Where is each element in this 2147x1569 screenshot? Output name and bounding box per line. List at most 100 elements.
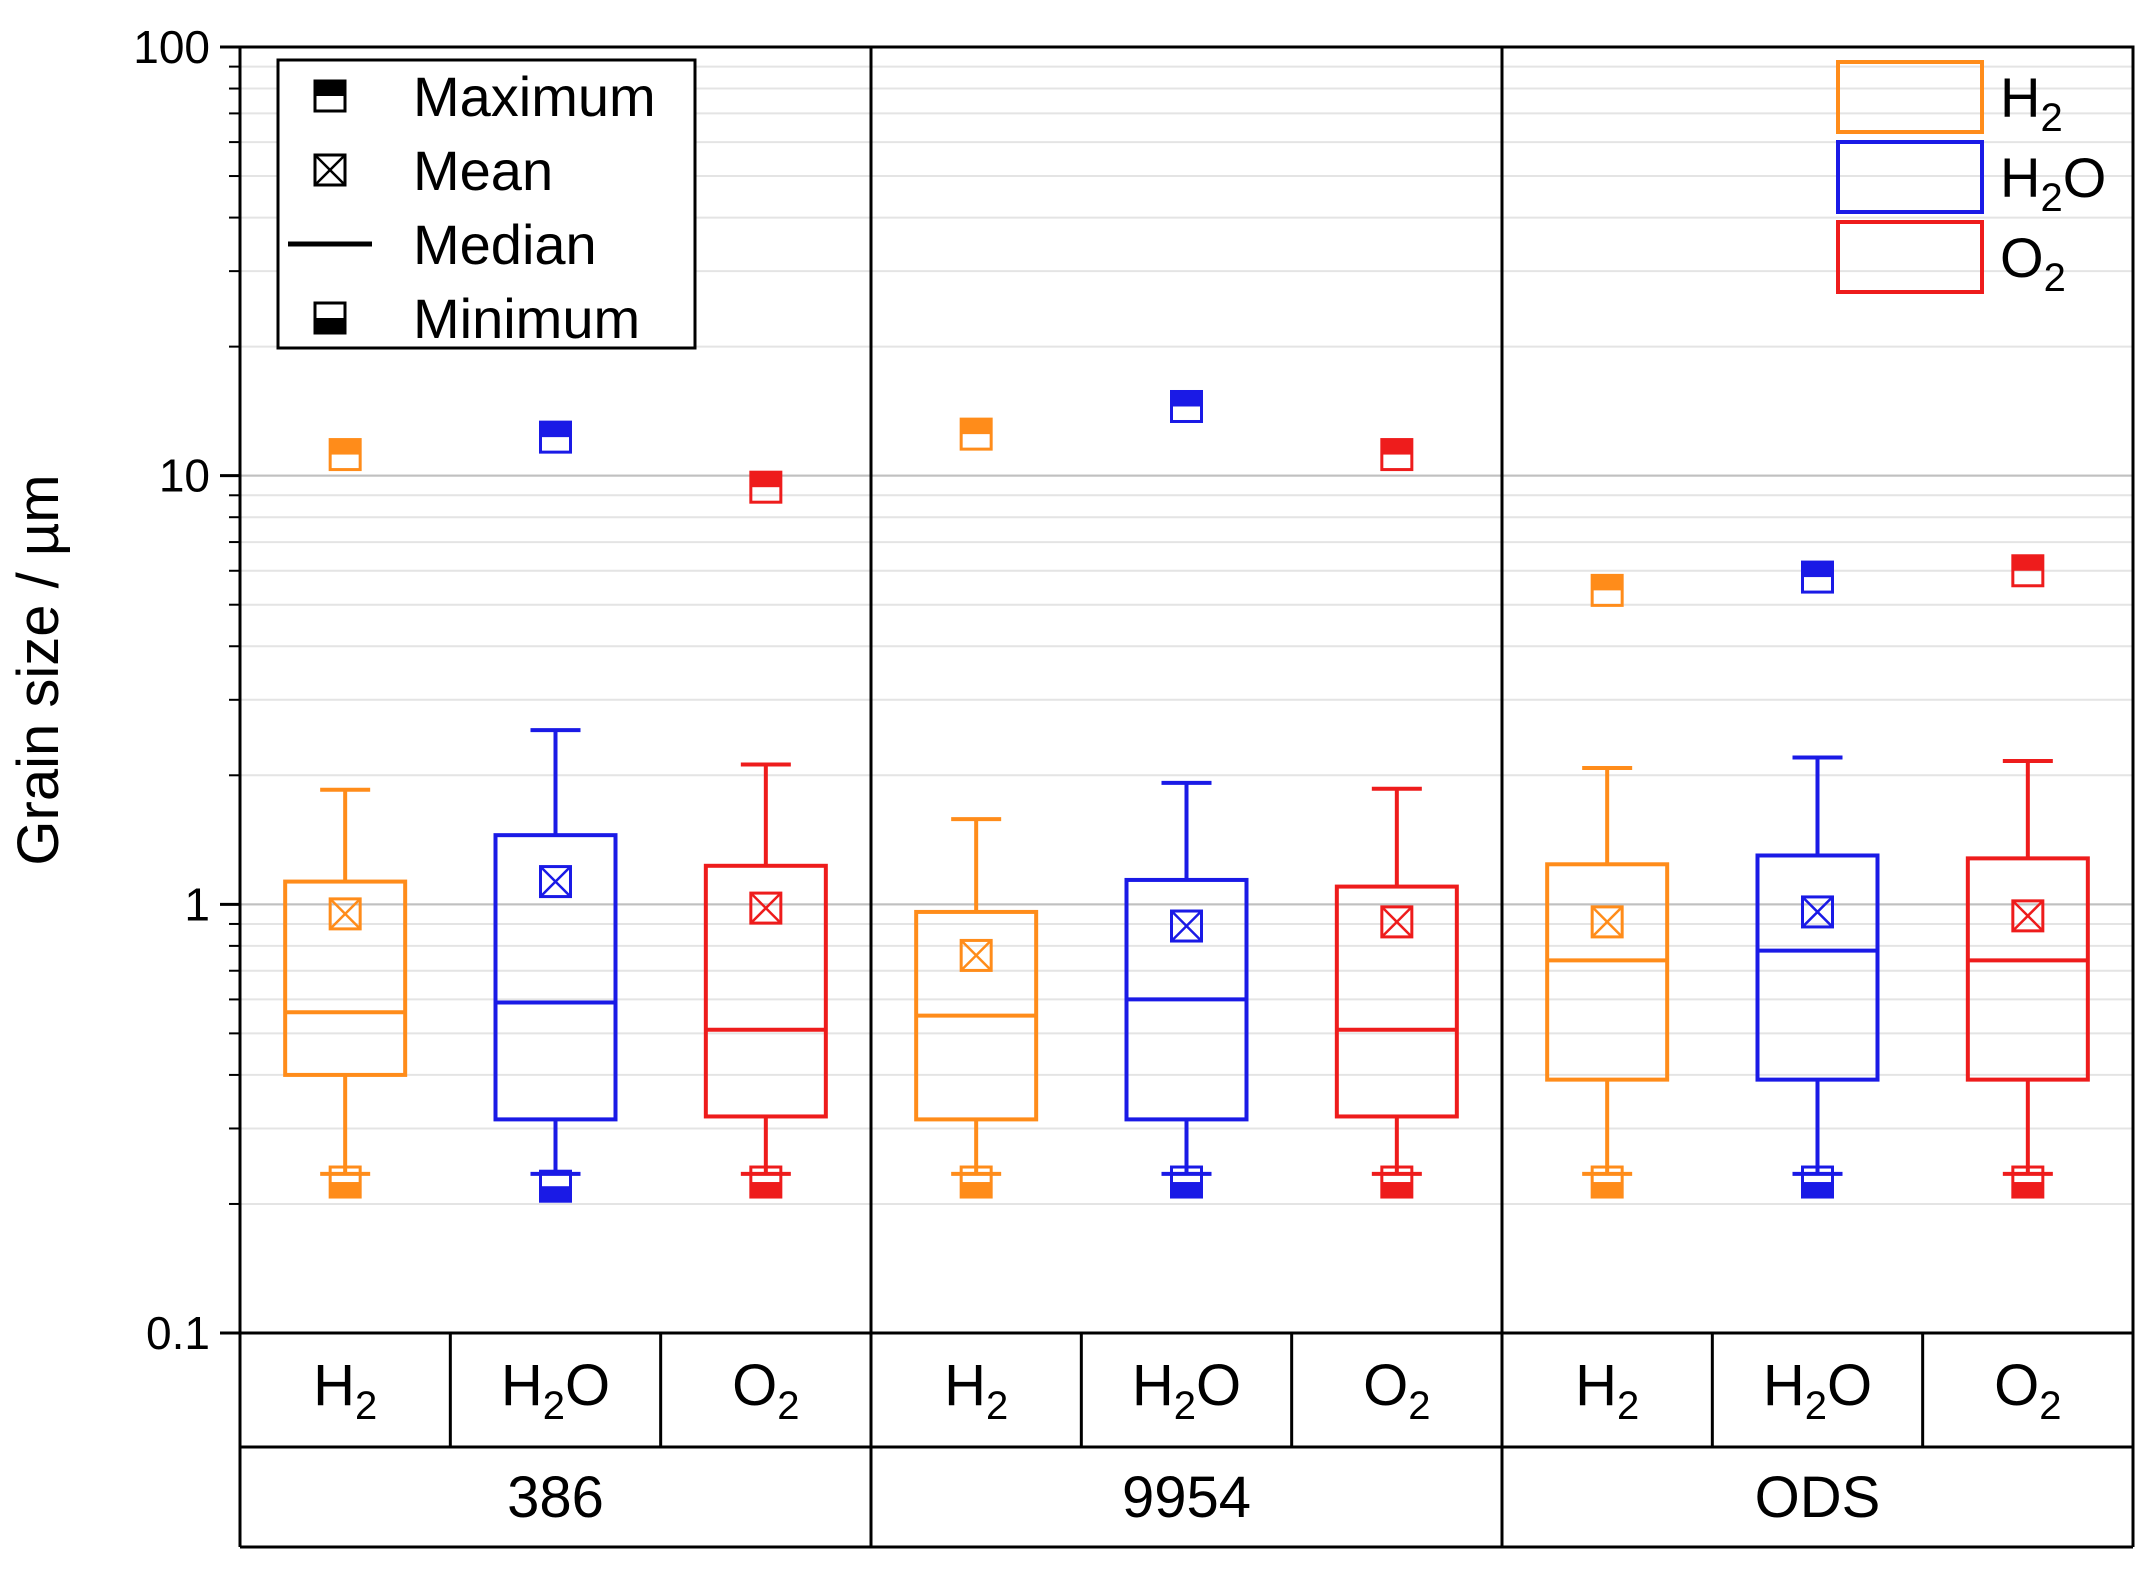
marker-fill [750,1182,781,1198]
minimum-marker [2011,1165,2045,1199]
marker-fill [1802,562,1833,578]
marker-fill [1381,439,1412,455]
category-label: H2 [944,1353,1008,1428]
legend-series-label: H2O [2000,146,2106,220]
legend-mean-symbol [313,153,347,187]
mean-cross [539,865,572,898]
mean-outline [1170,909,1203,943]
mean-cross [1801,896,1834,928]
boxplot-ODS-O2 [1965,554,2090,1199]
marker-outline [328,1165,362,1199]
mean-outline [1590,905,1624,939]
marker-fill [750,472,781,488]
maximum-marker [1380,438,1414,472]
mean-cross [1170,910,1203,942]
category-label: H2 [313,1353,377,1428]
marker-fill [540,1186,571,1202]
legend-minimum-symbol [313,301,347,335]
interquartile-box [1545,862,1670,1082]
category-label: H2O [501,1353,610,1428]
plot-frame [238,45,2135,1335]
legend-series-label: O2 [2000,226,2066,300]
box-plots [283,389,2090,1203]
boxplot-9954-H2O [1124,389,1249,1199]
marker-outline [1801,1165,1834,1199]
boxplot-ODS-H2 [1545,573,1670,1199]
mean-cross [749,892,782,924]
maximum-marker [959,417,993,451]
category-label: H2O [1132,1353,1241,1428]
y-tick-label: 100 [133,21,210,73]
maximum-marker [1801,560,1834,594]
marker-outline [1801,560,1834,594]
marker-fill [1171,1182,1202,1198]
mean-outline [328,897,362,931]
marker-fill [1171,391,1202,407]
mean-cross [314,154,346,186]
boxplot-ODS-H2O [1755,560,1880,1199]
minimum-marker [959,1165,993,1199]
marker-outline [2011,554,2045,588]
marker-fill [330,439,361,455]
mean-cross [329,897,362,930]
legend-series-swatch [1836,140,1984,214]
y-tick-label: 0.1 [146,1307,210,1359]
legend-markers-box [276,58,697,350]
minimum-marker [328,1165,362,1199]
mean-marker [1380,905,1414,939]
minimum-marker [1590,1165,1624,1199]
marker-outline [539,420,572,454]
marker-outline [959,417,993,451]
interquartile-box [493,833,618,1122]
mean-outline [1380,905,1414,939]
maximum-marker [539,420,572,454]
marker-outline [1380,1165,1414,1199]
category-label: O2 [1994,1353,2061,1428]
maximum-marker [328,438,362,472]
legend-marker-label: Minimum [413,287,640,350]
gridlines [240,65,2133,1205]
x-axis-category-table: H2 H2O O2 386 H2 H2O O2 9954 H2 H2O O2 ODS [238,1333,2135,1549]
legend-marker-label: Median [413,213,597,276]
group-label: 9954 [1122,1465,1251,1530]
minimum-marker [539,1169,572,1203]
y-tick-label: 10 [159,450,210,502]
marker-fill [2012,1182,2043,1198]
marker-fill [540,422,571,438]
interquartile-box [703,863,828,1119]
marker-outline [539,1169,572,1203]
mean-marker [959,938,993,972]
marker-fill [1381,1182,1412,1198]
marker-outline [328,438,362,472]
group-label: ODS [1755,1465,1881,1530]
mean-marker [539,865,572,899]
group-separators [869,47,1504,1547]
marker-outline [313,79,347,113]
marker-fill [1592,1182,1623,1198]
mean-outline [539,865,572,899]
minimum-marker [1380,1165,1414,1199]
interquartile-box [283,879,408,1077]
mean-outline [2011,899,2045,933]
marker-outline [1170,389,1203,423]
category-label: H2O [1763,1353,1872,1428]
mean-cross [960,939,993,972]
mean-outline [1801,895,1834,929]
marker-outline [1590,573,1624,607]
boxplot-9954-O2 [1334,438,1459,1199]
marker-outline [1380,438,1414,472]
maximum-marker [749,470,783,504]
mean-outline [313,153,347,187]
legend-marker-label: Maximum [413,65,656,128]
marker-fill [2012,555,2043,571]
legend-series-swatch [1836,60,1984,134]
mean-marker [2011,899,2045,933]
boxplot-9954-H2 [914,417,1039,1199]
marker-fill [330,1182,361,1198]
legend-maximum-symbol [313,79,347,113]
legend-markers: Maximum Mean Median Minimum [276,58,697,350]
minimum-marker [1801,1165,1834,1199]
marker-outline [1170,1165,1203,1199]
minimum-marker [749,1165,783,1199]
